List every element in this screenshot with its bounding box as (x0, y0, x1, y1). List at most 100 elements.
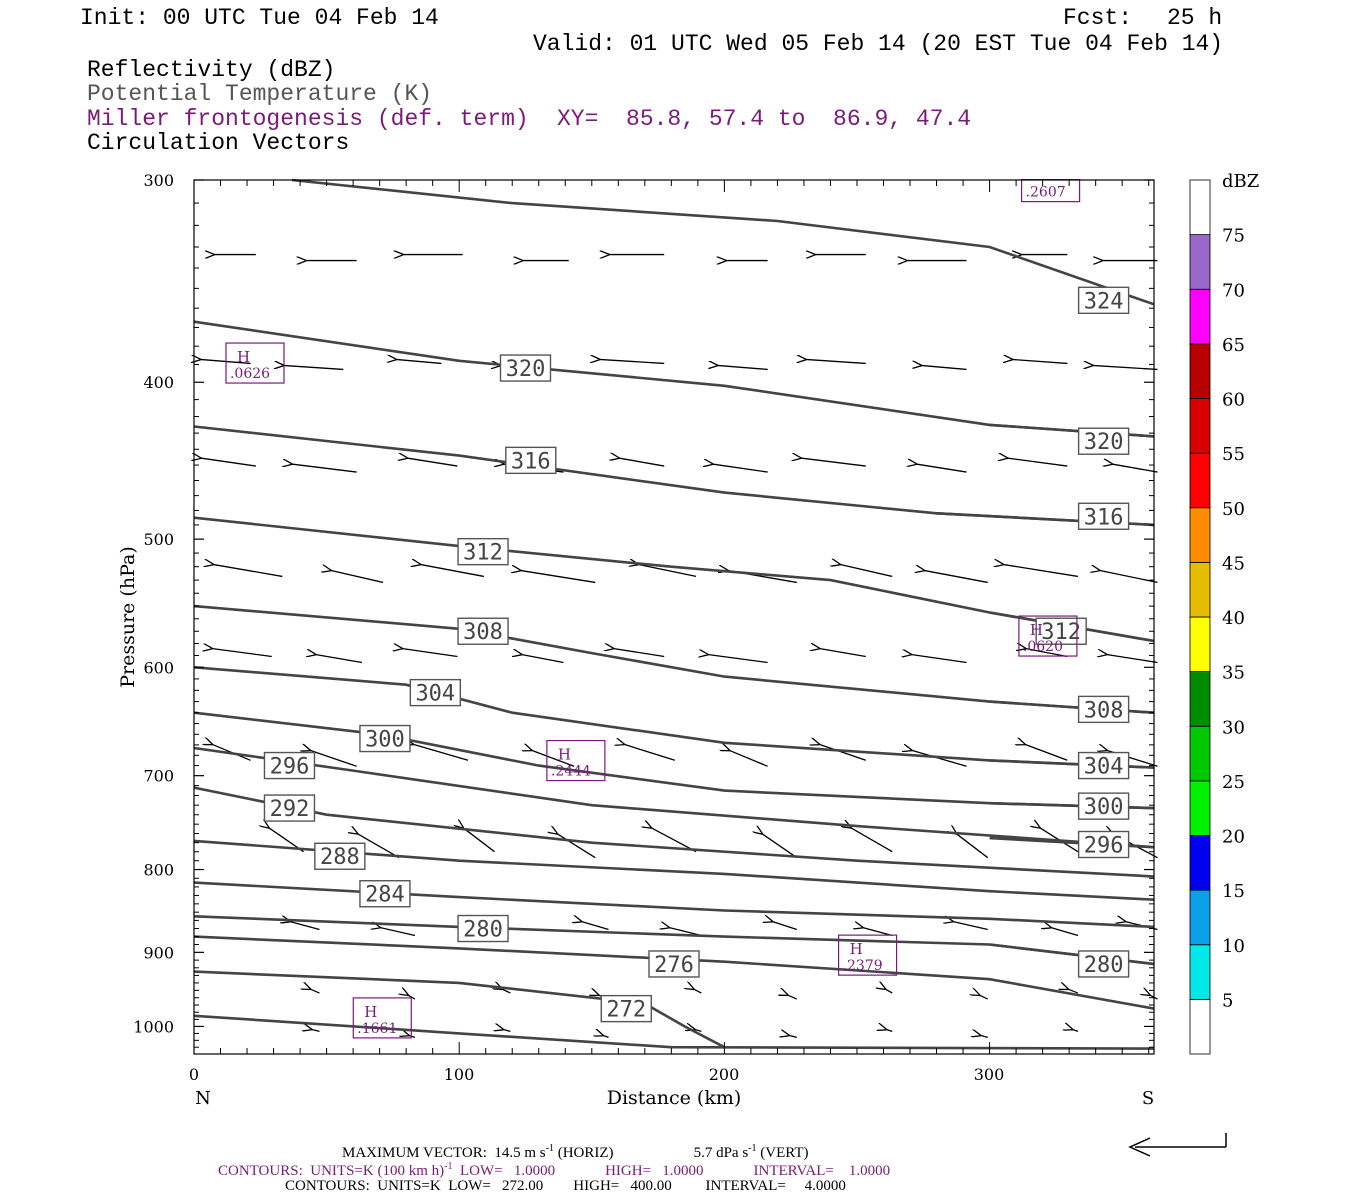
circulation-vector (315, 654, 363, 664)
field-frontogenesis: Miller frontogenesis (def. term) (87, 106, 529, 132)
theta-label: 324 (1084, 289, 1124, 314)
colorbar-segment (1189, 889, 1211, 946)
colorbar-segment (1189, 561, 1211, 618)
circulation-vector (502, 989, 511, 994)
theta-contour (193, 666, 1155, 769)
theta-contour (989, 700, 1155, 714)
x-axis-label: Distance (km) (607, 1087, 742, 1109)
circulation-vector (789, 1035, 797, 1039)
axis-ticks: 300 400 500 600 700 800 900 1000 (133, 171, 1154, 1055)
fgen-box (546, 739, 606, 782)
frontogenesis-max: H.0620 (1018, 615, 1078, 657)
colorbar-label: 25 (1222, 772, 1245, 793)
circulation-vector (310, 750, 357, 767)
circulation-vector (581, 922, 609, 931)
theta-contour (193, 320, 1155, 438)
colorbar-segment (1189, 343, 1211, 399)
circulation-vector (980, 1035, 988, 1039)
circulation-vector (1072, 1029, 1079, 1033)
circulation-vector (603, 1035, 609, 1039)
theta-contour (193, 839, 1155, 901)
colorbar-segment (1189, 179, 1211, 236)
circulation-vector (613, 648, 665, 658)
theta-label-box (359, 880, 411, 908)
circulation-vector (638, 564, 697, 578)
circulation-vector (1051, 928, 1079, 937)
colorbar-label: 10 (1222, 936, 1245, 957)
theta-contour (193, 881, 1155, 929)
theta-label-box (1077, 950, 1130, 978)
y-tick-label: 600 (143, 658, 174, 677)
fcst-label: Fcst: (1063, 5, 1133, 31)
circulation-vector (851, 828, 893, 853)
theta-label-box (499, 354, 552, 382)
circulation-vector (911, 654, 967, 664)
circulation-vector (463, 828, 495, 853)
theta-label-box (457, 617, 509, 645)
theta-label-box (648, 950, 700, 978)
x-tick-100: 100 (444, 1065, 475, 1084)
theta-label: 320 (506, 357, 546, 382)
circulation-vector (331, 570, 384, 584)
circulation-vector (1112, 464, 1158, 473)
theta-label: 316 (511, 449, 551, 474)
colorbar-segment (1189, 780, 1211, 836)
colorbar-segment (1189, 288, 1211, 345)
circulation-vector (1099, 570, 1158, 584)
colorbar-label: 65 (1222, 335, 1245, 356)
fgen-h-label: H (850, 940, 863, 958)
colorbar-title: dBZ (1222, 171, 1259, 192)
circulation-vector (801, 458, 866, 467)
x-end-right: S (1142, 1088, 1154, 1109)
theta-label: 296 (270, 755, 310, 780)
circulation-vector (886, 1029, 893, 1033)
circulation-vector (717, 365, 768, 371)
circulation-vector (503, 1029, 511, 1033)
circulation-vector (924, 570, 988, 584)
colorbar-label: 30 (1222, 717, 1245, 738)
circulation-vector (520, 570, 596, 584)
theta-label: 280 (1084, 953, 1124, 978)
theta-label-box (1077, 502, 1130, 530)
circulation-vector (413, 744, 469, 761)
theta-label: 308 (463, 620, 503, 645)
theta-contour (193, 516, 1155, 643)
fgen-h-label: H (364, 1003, 377, 1021)
y-tick-label: 300 (143, 171, 174, 190)
theta-label: 300 (365, 728, 405, 753)
field-reflectivity: Reflectivity (dBZ) (87, 57, 336, 83)
theta-label: 300 (1084, 795, 1124, 820)
colorbar-segment (1189, 998, 1211, 1055)
circulation-vector (729, 750, 768, 767)
colorbar-segment (1189, 507, 1211, 563)
theta-contour (193, 935, 1155, 1010)
circulation-vector (212, 648, 272, 658)
theta-label-box (1077, 751, 1130, 780)
fgen-h-label: H (237, 348, 250, 366)
theta-label-box (263, 751, 316, 780)
footer-contours-fgen: CONTOURS: UNITS=K (100 km h)-1 LOW= 1.00… (218, 1161, 891, 1179)
field-theta: Potential Temperature (K) (87, 81, 433, 107)
circulation-vector (357, 834, 400, 859)
circulation-vector (788, 995, 798, 1000)
frontogenesis-max: H.0626 (225, 342, 285, 384)
circulation-vector (1025, 744, 1068, 761)
theta-contour (989, 801, 1155, 810)
y-tick-label: 1000 (133, 1017, 174, 1036)
circulation-vectors (200, 255, 1158, 1039)
colorbar-label: 60 (1222, 390, 1245, 411)
frontogenesis-max: H.2379 (837, 934, 898, 976)
fgen-value: .2379 (843, 958, 883, 974)
theta-label: 284 (365, 883, 405, 908)
colorbar-segment (1189, 944, 1211, 1000)
theta-label-box (505, 446, 557, 475)
fgen-box (225, 342, 285, 384)
circulation-vector (1012, 359, 1068, 365)
circulation-vector (694, 989, 702, 994)
theta-label-box (1035, 617, 1087, 645)
theta-contours: 324 320 320 316 316 312 312 308 308 304 304 300 300 2… (193, 178, 1155, 1050)
theta-label: 272 (606, 998, 646, 1023)
circulation-vector (396, 359, 442, 365)
xy-range: XY= 85.8, 57.4 to 86.9, 47.4 (557, 106, 972, 132)
frontogenesis-max: H.1661 (352, 997, 412, 1039)
